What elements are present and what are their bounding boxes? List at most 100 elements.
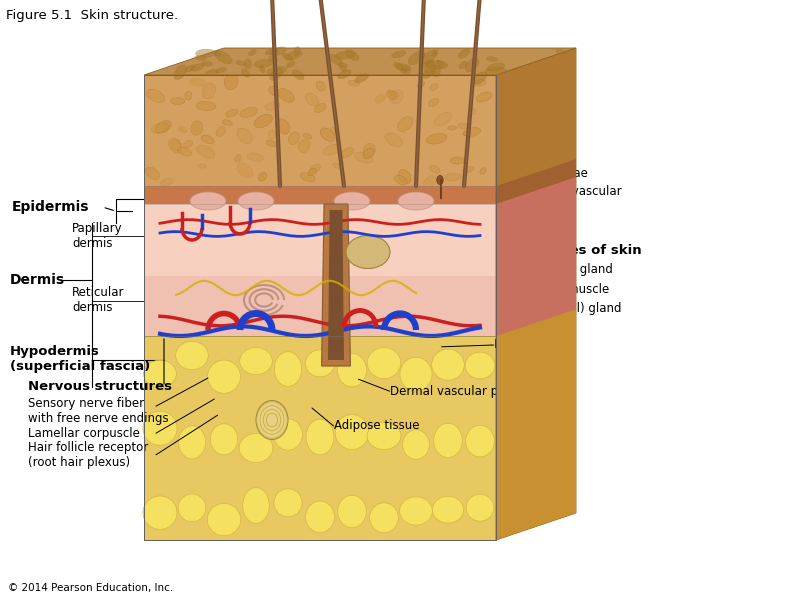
Ellipse shape: [190, 192, 226, 210]
Ellipse shape: [190, 121, 202, 135]
Ellipse shape: [178, 148, 192, 156]
Text: Sebaceous (oil) gland: Sebaceous (oil) gland: [494, 302, 622, 315]
Ellipse shape: [278, 89, 294, 102]
Ellipse shape: [216, 127, 226, 136]
Polygon shape: [496, 48, 576, 540]
Ellipse shape: [426, 60, 448, 69]
Ellipse shape: [178, 426, 206, 459]
Ellipse shape: [286, 61, 295, 68]
Ellipse shape: [385, 133, 402, 146]
Ellipse shape: [450, 157, 465, 164]
Ellipse shape: [265, 48, 278, 55]
Ellipse shape: [363, 143, 375, 158]
Ellipse shape: [146, 167, 160, 179]
Polygon shape: [144, 75, 496, 186]
Ellipse shape: [426, 61, 434, 68]
Ellipse shape: [194, 55, 206, 60]
Text: Figure 5.1  Skin structure.: Figure 5.1 Skin structure.: [6, 9, 178, 22]
Text: Nervous structures: Nervous structures: [28, 380, 172, 394]
Ellipse shape: [389, 91, 398, 97]
Polygon shape: [144, 186, 496, 204]
Ellipse shape: [466, 494, 494, 521]
Ellipse shape: [430, 165, 440, 173]
Ellipse shape: [486, 56, 498, 61]
Ellipse shape: [330, 127, 336, 134]
Ellipse shape: [146, 89, 165, 103]
Ellipse shape: [434, 112, 451, 126]
Ellipse shape: [222, 120, 232, 125]
Ellipse shape: [254, 59, 273, 68]
Ellipse shape: [323, 144, 340, 155]
Ellipse shape: [367, 422, 401, 449]
Text: Reticular
dermis: Reticular dermis: [72, 286, 125, 314]
Text: Papillary
dermis: Papillary dermis: [72, 223, 122, 250]
Ellipse shape: [185, 65, 196, 72]
Polygon shape: [322, 204, 350, 366]
Ellipse shape: [268, 130, 276, 139]
Ellipse shape: [306, 419, 334, 455]
Ellipse shape: [472, 79, 486, 86]
Ellipse shape: [286, 51, 302, 60]
Ellipse shape: [338, 353, 366, 387]
Polygon shape: [496, 309, 576, 540]
Ellipse shape: [466, 425, 494, 457]
Ellipse shape: [480, 167, 486, 174]
Ellipse shape: [265, 102, 280, 110]
Ellipse shape: [432, 50, 438, 57]
Ellipse shape: [424, 59, 435, 76]
Ellipse shape: [254, 114, 273, 128]
Polygon shape: [496, 177, 576, 336]
Ellipse shape: [195, 49, 216, 58]
Ellipse shape: [333, 163, 341, 168]
Ellipse shape: [335, 51, 355, 59]
Ellipse shape: [354, 74, 369, 83]
Ellipse shape: [316, 81, 325, 91]
Ellipse shape: [276, 119, 290, 134]
Ellipse shape: [191, 64, 204, 71]
Ellipse shape: [239, 434, 273, 463]
Ellipse shape: [437, 60, 443, 67]
Text: Hair follicle: Hair follicle: [494, 320, 561, 334]
Ellipse shape: [198, 164, 206, 168]
Text: Appendages of skin: Appendages of skin: [494, 244, 642, 257]
Text: Dermal papillae: Dermal papillae: [494, 167, 588, 181]
Ellipse shape: [183, 140, 193, 148]
Text: Dermal vascular plexus: Dermal vascular plexus: [390, 385, 530, 398]
Ellipse shape: [423, 68, 433, 79]
Ellipse shape: [398, 116, 413, 131]
Ellipse shape: [242, 488, 270, 523]
Ellipse shape: [288, 132, 300, 145]
Ellipse shape: [169, 138, 182, 153]
Ellipse shape: [237, 128, 252, 143]
Ellipse shape: [306, 501, 334, 533]
Ellipse shape: [374, 94, 386, 103]
Polygon shape: [144, 204, 496, 276]
Ellipse shape: [400, 358, 432, 391]
Text: Hypodermis
(superficial fascia): Hypodermis (superficial fascia): [10, 345, 150, 373]
Ellipse shape: [270, 47, 286, 56]
Ellipse shape: [432, 349, 464, 380]
Ellipse shape: [346, 50, 359, 61]
Polygon shape: [328, 210, 344, 360]
Ellipse shape: [143, 360, 177, 388]
Ellipse shape: [402, 430, 430, 460]
Ellipse shape: [437, 175, 443, 185]
Ellipse shape: [398, 170, 411, 184]
Ellipse shape: [432, 65, 441, 77]
Ellipse shape: [338, 63, 347, 67]
Ellipse shape: [201, 135, 214, 144]
Ellipse shape: [266, 140, 276, 146]
Ellipse shape: [207, 503, 241, 536]
Ellipse shape: [422, 50, 436, 64]
Ellipse shape: [308, 168, 317, 176]
Ellipse shape: [310, 164, 320, 173]
Ellipse shape: [178, 127, 187, 133]
Ellipse shape: [470, 108, 476, 115]
Ellipse shape: [487, 63, 505, 71]
Ellipse shape: [249, 49, 256, 56]
Text: Hair follicle receptor
(root hair plexus): Hair follicle receptor (root hair plexus…: [28, 441, 148, 469]
Text: Dermis: Dermis: [10, 272, 65, 287]
Ellipse shape: [367, 347, 401, 379]
Ellipse shape: [215, 51, 232, 64]
Text: Arrector pili muscle: Arrector pili muscle: [494, 283, 610, 296]
